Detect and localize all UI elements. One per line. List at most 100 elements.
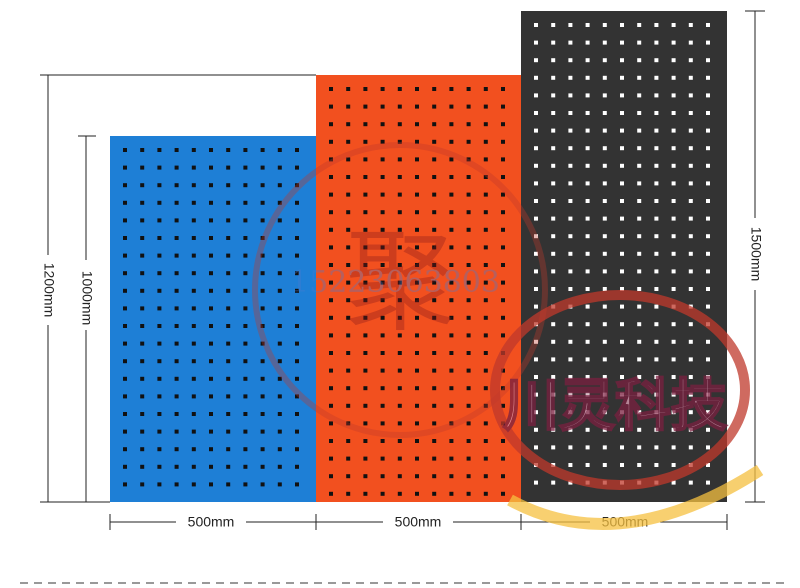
hole [329,280,333,285]
hole [534,375,538,379]
hole [277,429,282,434]
hole [295,341,299,346]
hole [551,392,556,397]
hole [568,128,573,133]
hole [706,40,710,45]
hole [602,251,607,256]
hole [174,148,179,152]
hole [568,480,573,485]
hole [191,306,196,311]
hole [260,447,265,452]
hole [688,339,693,344]
hole [380,403,385,408]
hole [260,183,265,188]
hole [501,333,505,338]
hole [449,263,454,267]
hole [397,139,402,144]
hole [568,40,573,45]
hole [363,474,368,479]
hole [191,165,196,170]
hole [226,253,231,258]
hole [329,421,333,426]
hole [397,474,402,479]
hole [277,165,282,170]
hole [397,175,402,179]
hole [157,482,162,487]
hole [191,200,196,205]
hole [602,392,607,397]
hole [602,304,607,309]
hole [191,394,196,399]
hole [123,200,127,205]
hole [346,227,351,232]
hole [688,480,693,485]
hole [243,306,248,311]
hole [466,104,471,109]
hole [671,322,676,327]
hole [449,245,454,250]
hole [654,410,659,415]
hole [397,87,402,91]
hole [534,23,538,27]
hole [568,375,573,379]
hole [551,251,556,256]
hole [706,93,710,98]
hole [432,315,437,320]
hole [157,306,162,311]
hole [363,439,368,443]
hole [174,482,179,487]
hole [466,175,471,179]
hole [432,439,437,443]
hole [226,376,231,381]
hole [380,368,385,373]
hole [483,245,488,250]
hole [363,333,368,338]
hole [483,474,488,479]
hole [585,251,590,256]
height-label: 1200mm [41,263,57,317]
hole [260,200,265,205]
hole [329,298,333,303]
hole [637,23,642,27]
hole [397,491,402,496]
hole [654,75,659,80]
hole [191,324,196,328]
hole [620,392,624,397]
logo-text: 川灵科技 [503,374,727,437]
hole [123,412,127,416]
hole [534,163,538,168]
hole [363,298,368,303]
hole [551,375,556,379]
hole [140,464,145,469]
hole [191,288,196,293]
holes [123,23,710,496]
hole [432,368,437,373]
hole [654,287,659,291]
hole [620,216,624,221]
hole [620,199,624,203]
hole [568,427,573,432]
hole [706,410,710,415]
hole [329,386,333,391]
hole [295,464,299,469]
hole [449,491,454,496]
hole [346,456,351,461]
hole [449,333,454,338]
hole [209,165,213,170]
hole [397,456,402,461]
hole [415,298,419,303]
hole [568,322,573,327]
hole [568,23,573,27]
hole [534,269,538,274]
hole [209,447,213,452]
hole [483,192,488,197]
hole [671,128,676,133]
hole [654,40,659,45]
hole [415,439,419,443]
hole [226,306,231,311]
hole [123,253,127,258]
hole [140,412,145,416]
hole [123,324,127,328]
hole [243,288,248,293]
hole [363,175,368,179]
